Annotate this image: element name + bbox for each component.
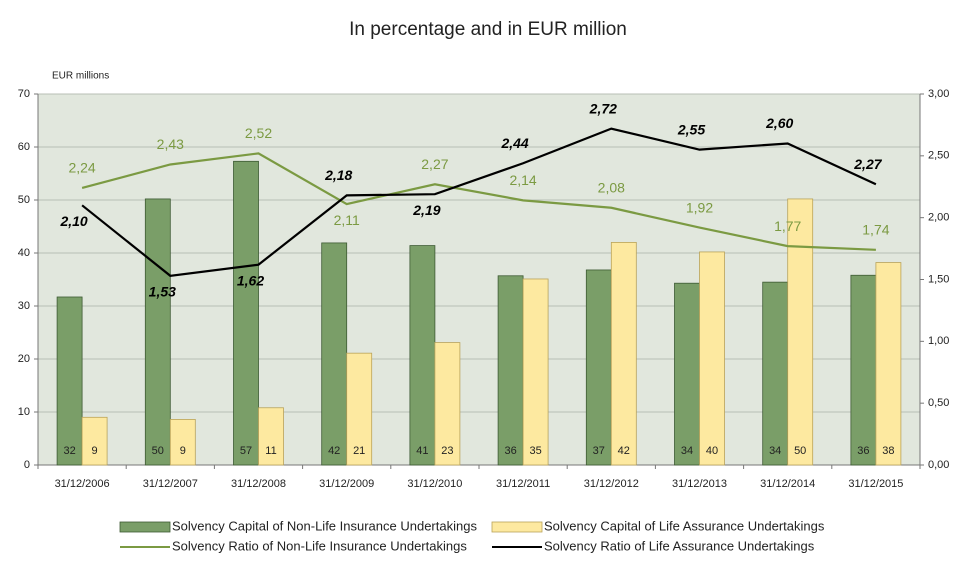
bar: [233, 160, 259, 466]
line-value-label: 2,60: [765, 115, 793, 131]
line: [81, 152, 876, 251]
bar-value-label: 32: [63, 445, 75, 457]
bar: [585, 269, 612, 466]
y-tick-label: 0: [24, 459, 30, 471]
bar-value-label: 42: [618, 445, 630, 457]
line-value-label: 2,14: [509, 172, 536, 188]
bar: [144, 198, 171, 466]
line-value-label: 2,18: [324, 167, 352, 183]
bar: [610, 241, 637, 466]
bar: [787, 198, 814, 466]
bar: [434, 342, 461, 466]
x-tick-label: 31/12/2006: [55, 478, 110, 490]
bar: [346, 352, 373, 466]
x-tick-label: 31/12/2007: [143, 478, 198, 490]
bar-value-label: 40: [706, 445, 718, 457]
line-value-label: 2,27: [421, 156, 448, 172]
bar-value-label: 35: [529, 445, 541, 457]
x-tick-label: 31/12/2014: [760, 478, 815, 490]
y-tick-label: 40: [18, 247, 30, 259]
bar: [258, 407, 284, 466]
bar: [169, 419, 196, 466]
line: [81, 127, 877, 277]
bar-value-label: 34: [681, 445, 693, 457]
x-tick-label: 31/12/2008: [231, 478, 286, 490]
bar: [497, 275, 524, 466]
y2-tick-label: 2,00: [928, 212, 949, 224]
x-tick-label: 31/12/2013: [672, 478, 727, 490]
x-tick-label: 31/12/2011: [496, 478, 550, 490]
line-value-label: 2,24: [68, 160, 95, 176]
legend-label: Solvency Ratio of Life Assurance Underta…: [544, 538, 815, 553]
bar-value-label: 11: [265, 445, 276, 457]
bar-value-label: 9: [92, 445, 98, 457]
y-tick-label: 20: [18, 353, 30, 365]
y2-tick-label: 1,50: [928, 273, 949, 285]
bar: [56, 296, 83, 466]
x-tick-label: 31/12/2010: [407, 478, 462, 490]
line-value-label: 1,77: [774, 218, 801, 234]
legend-swatch: [491, 521, 543, 533]
y-axis-label: EUR millions: [52, 71, 109, 82]
line-value-label: 2,10: [59, 213, 87, 229]
bar-value-label: 50: [152, 445, 164, 457]
legend-label: Solvency Capital of Life Assurance Under…: [544, 518, 825, 533]
bar-value-label: 36: [857, 445, 869, 457]
bar: [522, 278, 549, 466]
bar: [850, 274, 877, 466]
chart-title: In percentage and in EUR million: [349, 19, 627, 40]
line-value-label: 2,43: [157, 136, 184, 152]
line-value-label: 1,62: [237, 272, 264, 288]
x-tick-label: 31/12/2012: [584, 478, 639, 490]
bar-value-label: 36: [504, 445, 516, 457]
line-value-label: 2,72: [589, 100, 617, 116]
line-value-label: 2,27: [853, 156, 882, 172]
bar: [699, 251, 725, 466]
bar-value-label: 41: [416, 445, 428, 457]
bar-value-label: 37: [593, 445, 605, 457]
y-tick-label: 50: [18, 194, 30, 206]
legend-label: Solvency Capital of Non-Life Insurance U…: [172, 518, 477, 533]
y-tick-label: 60: [18, 141, 30, 153]
line-value-label: 1,92: [686, 199, 713, 215]
bar-value-label: 23: [441, 445, 453, 457]
y-tick-label: 70: [18, 88, 30, 100]
bar: [409, 245, 436, 466]
y2-tick-label: 3,00: [928, 88, 949, 100]
y2-tick-label: 1,00: [928, 335, 949, 347]
line-value-label: 2,55: [677, 121, 705, 137]
line-value-label: 2,11: [334, 212, 360, 228]
bar-value-label: 9: [180, 445, 186, 457]
x-tick-label: 31/12/2015: [848, 478, 903, 490]
line-value-label: 1,53: [149, 283, 176, 299]
x-tick-label: 31/12/2009: [319, 478, 374, 490]
bar: [674, 282, 700, 466]
bar: [762, 281, 789, 466]
bar-value-label: 57: [240, 445, 252, 457]
line-value-label: 1,74: [862, 222, 889, 238]
bar: [875, 262, 902, 466]
bar: [321, 242, 348, 466]
y-tick-label: 30: [18, 300, 30, 312]
legend-label: Solvency Ratio of Non-Life Insurance Und…: [172, 538, 467, 553]
bar-value-label: 21: [353, 445, 365, 457]
y-tick-label: 10: [18, 406, 30, 418]
line-value-label: 2,44: [500, 135, 528, 151]
y2-tick-label: 0,50: [928, 397, 949, 409]
bar-value-label: 34: [769, 445, 781, 457]
bar-value-label: 42: [328, 445, 340, 457]
y2-tick-label: 0,00: [928, 459, 949, 471]
bar: [81, 416, 108, 466]
line-value-label: 2,19: [412, 202, 440, 218]
bar-value-label: 38: [882, 445, 894, 457]
legend-swatch: [119, 521, 171, 533]
line-value-label: 2,08: [598, 179, 625, 195]
line-value-label: 2,52: [245, 125, 272, 141]
bar-value-label: 50: [794, 445, 806, 457]
y2-tick-label: 2,50: [928, 150, 949, 162]
